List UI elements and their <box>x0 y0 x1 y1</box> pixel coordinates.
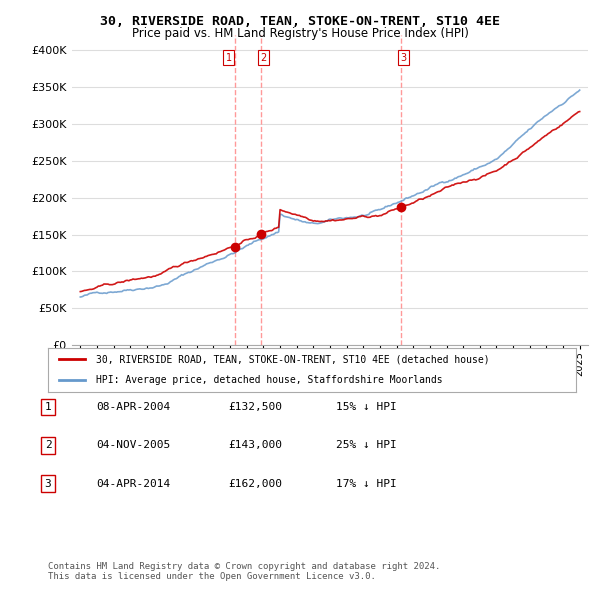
Text: 1: 1 <box>44 402 52 412</box>
Text: HPI: Average price, detached house, Staffordshire Moorlands: HPI: Average price, detached house, Staf… <box>95 375 442 385</box>
Text: £132,500: £132,500 <box>228 402 282 412</box>
Text: 30, RIVERSIDE ROAD, TEAN, STOKE-ON-TRENT, ST10 4EE: 30, RIVERSIDE ROAD, TEAN, STOKE-ON-TRENT… <box>100 15 500 28</box>
Text: 08-APR-2004: 08-APR-2004 <box>96 402 170 412</box>
Text: 3: 3 <box>400 53 406 63</box>
Text: 1: 1 <box>226 53 232 63</box>
Text: 3: 3 <box>44 479 52 489</box>
Text: Price paid vs. HM Land Registry's House Price Index (HPI): Price paid vs. HM Land Registry's House … <box>131 27 469 40</box>
Text: £143,000: £143,000 <box>228 441 282 450</box>
Text: Contains HM Land Registry data © Crown copyright and database right 2024.
This d: Contains HM Land Registry data © Crown c… <box>48 562 440 581</box>
Text: 04-NOV-2005: 04-NOV-2005 <box>96 441 170 450</box>
Text: 2: 2 <box>260 53 266 63</box>
Text: 15% ↓ HPI: 15% ↓ HPI <box>336 402 397 412</box>
Text: £162,000: £162,000 <box>228 479 282 489</box>
Text: 30, RIVERSIDE ROAD, TEAN, STOKE-ON-TRENT, ST10 4EE (detached house): 30, RIVERSIDE ROAD, TEAN, STOKE-ON-TRENT… <box>95 354 489 364</box>
Text: 2: 2 <box>44 441 52 450</box>
Text: 17% ↓ HPI: 17% ↓ HPI <box>336 479 397 489</box>
Text: 04-APR-2014: 04-APR-2014 <box>96 479 170 489</box>
Text: 25% ↓ HPI: 25% ↓ HPI <box>336 441 397 450</box>
